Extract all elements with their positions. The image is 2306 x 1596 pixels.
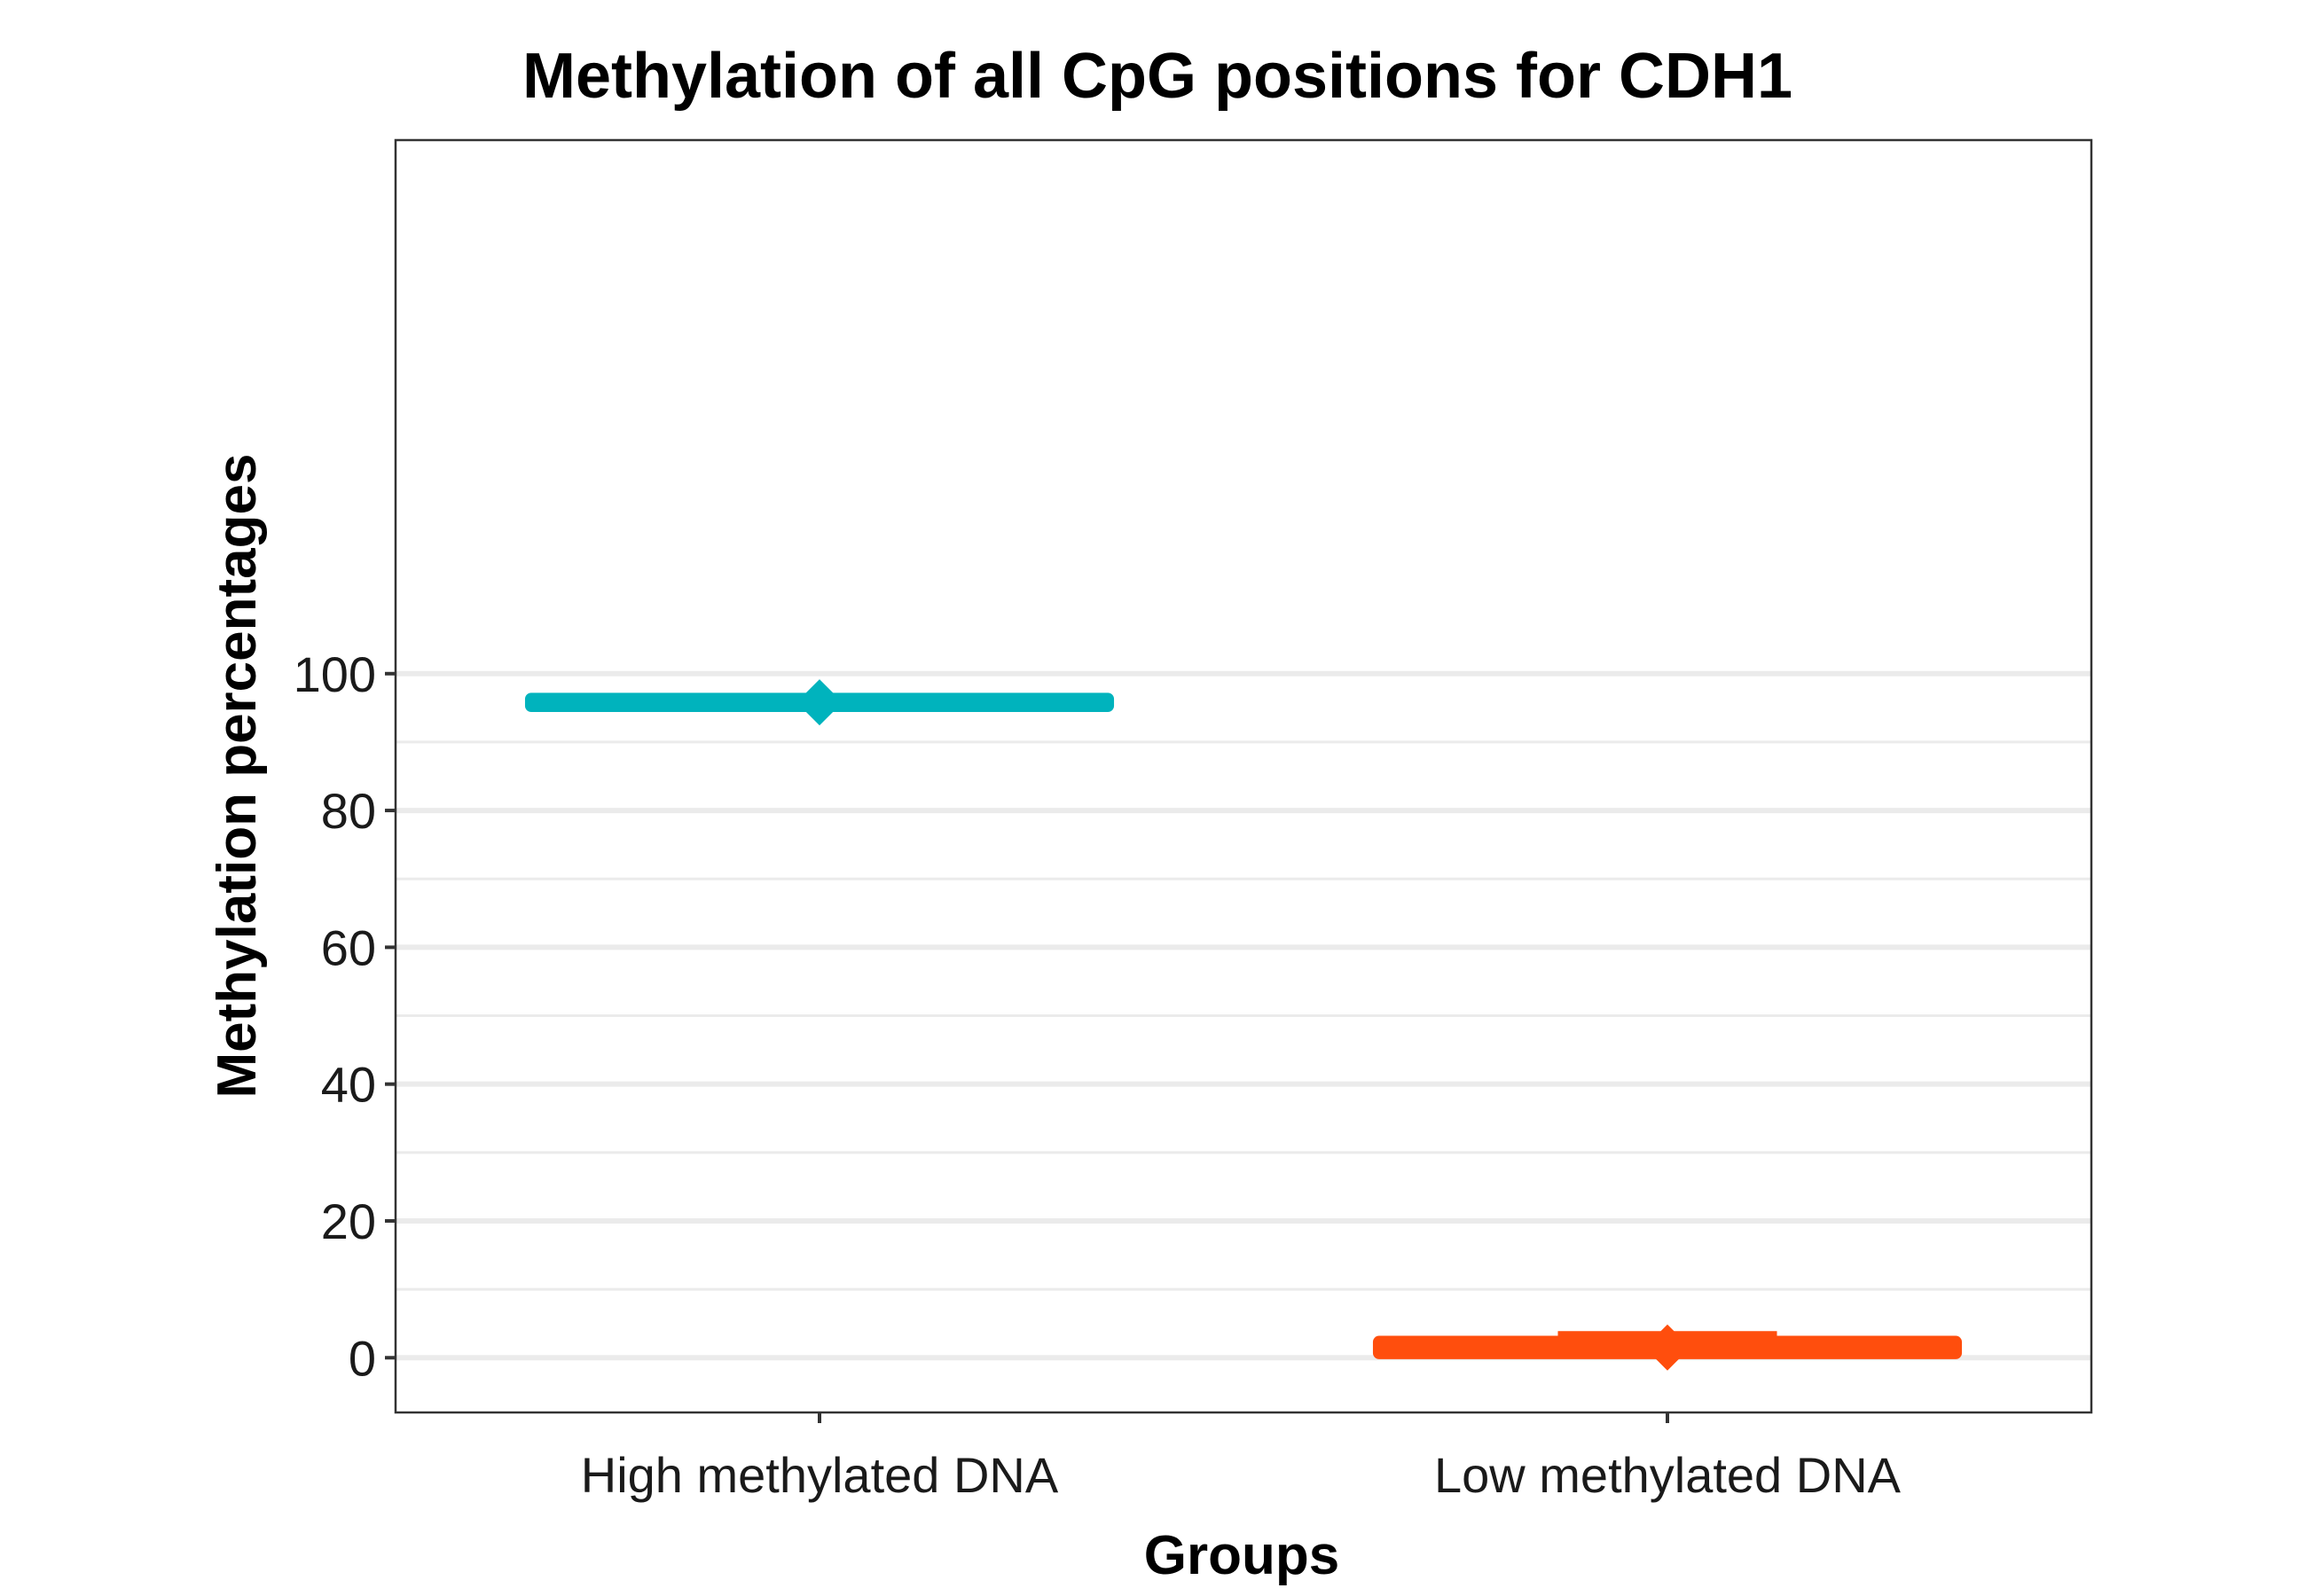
x-tick-label: Low methylated DNA [1434,1447,1902,1503]
y-tick-label: 100 [294,646,376,702]
y-tick-label: 0 [349,1330,376,1386]
box-group [524,679,1115,726]
y-tick-label: 20 [321,1193,376,1249]
x-tick-label: High methylated DNA [581,1447,1059,1503]
mean-marker [1644,1324,1690,1371]
y-axis-title: Methylation percentages [207,454,268,1099]
mean-marker [796,679,843,726]
y-tick-label: 80 [321,783,376,839]
x-axis-title: Groups [1144,1525,1339,1586]
y-tick-label: 40 [321,1057,376,1113]
box-group [1372,1324,1963,1371]
panel-border [394,138,2093,1414]
panel-background [396,140,2091,1412]
chart-title: Methylation of all CpG positions for CDH… [522,41,1792,112]
y-tick-label: 60 [321,919,376,975]
plot-area: 0 20 40 60 80 100 High methylated DNA Low methy… [294,138,2093,1503]
